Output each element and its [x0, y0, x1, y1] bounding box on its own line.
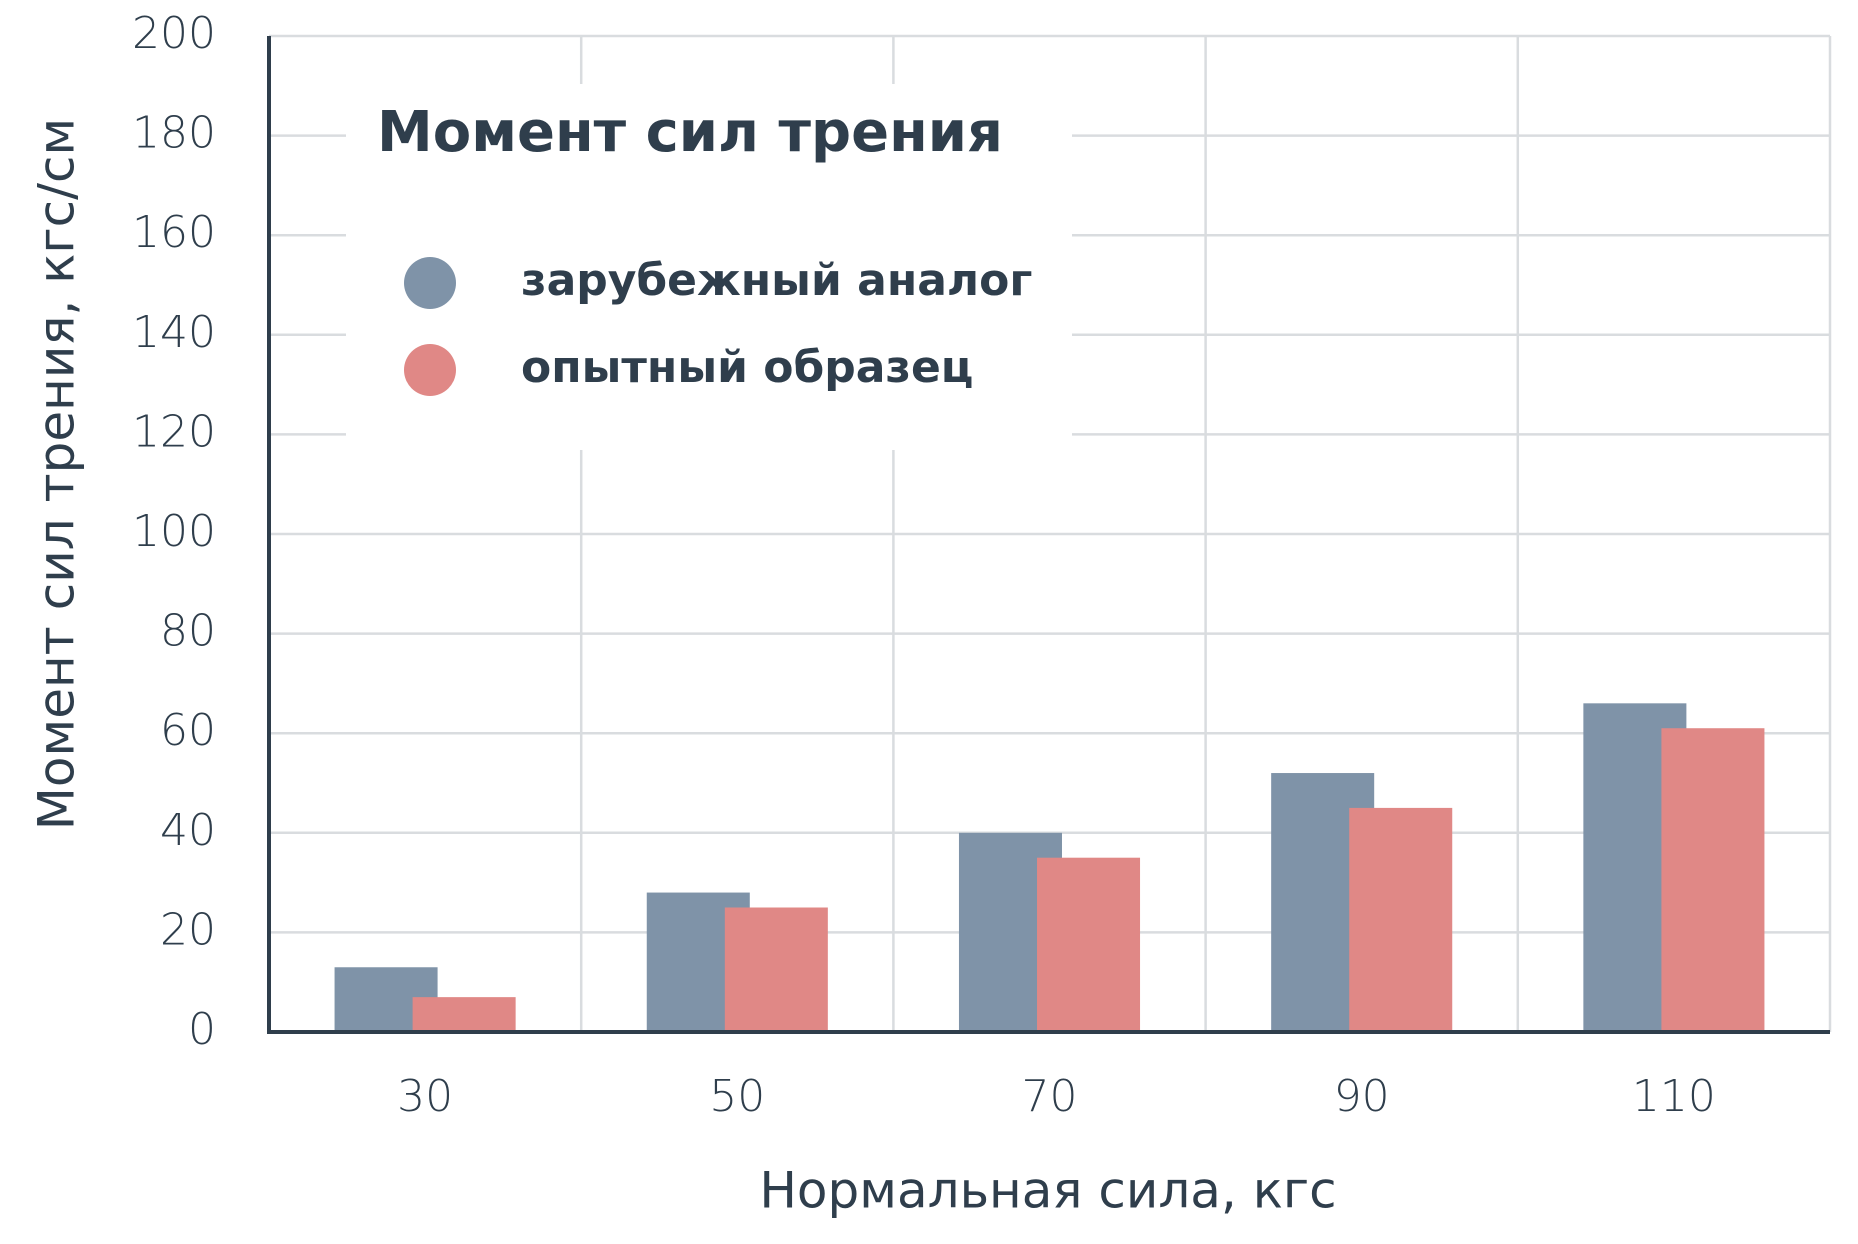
bar [412, 997, 516, 1032]
y-axis-label: Момент сил трения, кгс/см [28, 118, 86, 830]
x-tick-label: 90 [1334, 1071, 1390, 1122]
x-tick-label: 70 [1022, 1071, 1078, 1122]
y-tick-label: 20 [160, 904, 216, 955]
legend-marker [404, 257, 456, 309]
y-tick-label: 180 [132, 108, 216, 159]
legend-label: опытный образец [521, 342, 973, 393]
bar [724, 907, 828, 1032]
legend-box [346, 84, 1072, 450]
y-tick-label: 80 [160, 606, 216, 657]
y-tick-label: 200 [132, 8, 216, 59]
y-tick-label: 100 [132, 506, 216, 557]
y-tick-label: 40 [160, 805, 216, 856]
y-tick-label: 140 [132, 307, 216, 358]
y-tick-label: 160 [132, 207, 216, 258]
y-tick-label: 0 [188, 1004, 216, 1055]
legend-marker [404, 344, 456, 396]
bar [1037, 857, 1141, 1032]
y-tick-label: 120 [132, 406, 216, 457]
x-tick-label: 50 [709, 1071, 765, 1122]
chart-title: Момент сил трения [377, 100, 1003, 165]
y-tick-label: 60 [160, 705, 216, 756]
x-tick-label: 30 [397, 1071, 453, 1122]
bar [1349, 807, 1453, 1032]
x-axis-label: Нормальная сила, кгс [759, 1162, 1336, 1220]
x-tick-label: 110 [1632, 1071, 1716, 1122]
bar [1661, 728, 1765, 1032]
legend-label: зарубежный аналог [521, 255, 1032, 306]
